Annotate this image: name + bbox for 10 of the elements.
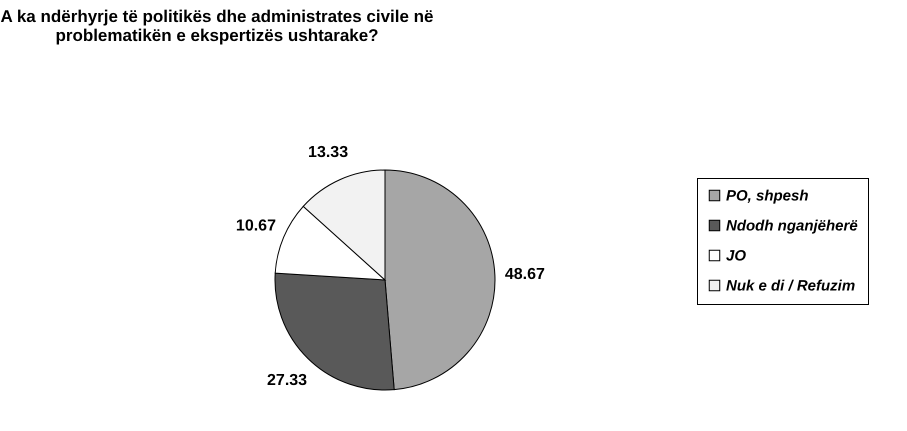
data-label: 13.33 (308, 144, 348, 162)
legend-label: Nuk e di / Refuzim (726, 278, 856, 294)
legend-label: JO (726, 248, 746, 264)
legend-label: PO, shpesh (726, 188, 809, 204)
legend-label: Ndodh nganjëherë (726, 218, 858, 234)
text: problematikën e ekspertizës ushtarake? (55, 26, 379, 45)
data-label: 27.33 (267, 372, 308, 390)
text: A ka ndërhyrje të politikës dhe administrates civile në (0, 7, 434, 26)
data-label: 10.67 (236, 218, 276, 235)
data-label: 48.67 (504, 266, 545, 284)
